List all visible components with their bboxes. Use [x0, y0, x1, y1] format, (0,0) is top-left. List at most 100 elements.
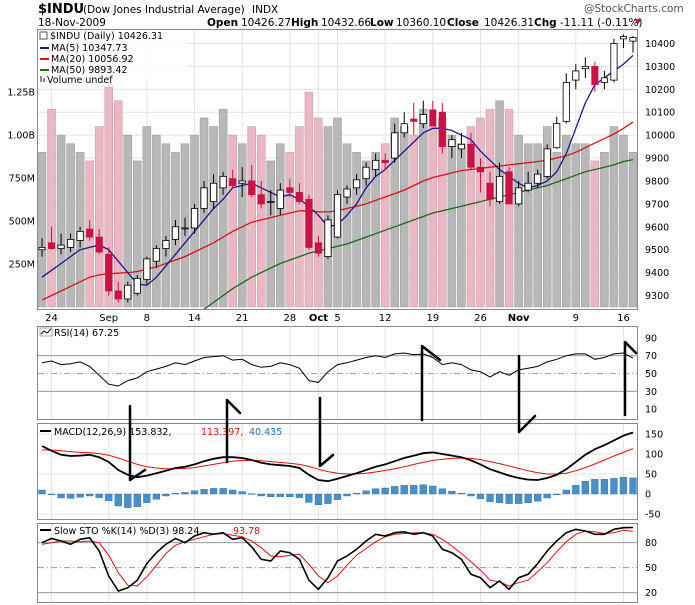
macd-histogram-bar [362, 490, 370, 495]
macd-histogram-bar [457, 493, 466, 495]
macd-histogram-bar [410, 485, 418, 495]
volume-bar [419, 109, 428, 308]
macd-histogram-bar [505, 493, 513, 504]
macd-histogram-bar [143, 493, 151, 504]
macd-histogram-bar [171, 493, 180, 495]
volume-bar [228, 134, 237, 308]
macd-histogram-bar [162, 493, 170, 497]
rsi-icon [40, 328, 52, 335]
sto-k-line [41, 526, 634, 592]
volume-bar [533, 143, 542, 308]
macd-histogram-bar [105, 493, 113, 502]
macd-histogram-bar [534, 493, 542, 502]
macd-signal-line [42, 448, 634, 475]
macd-histogram-bar [495, 493, 504, 504]
volume-bar [619, 134, 628, 308]
candlesticks [38, 34, 637, 303]
candle-up [343, 188, 351, 198]
price-tick: 10100 [645, 108, 675, 119]
volume-bar [628, 152, 638, 308]
candle-up [200, 187, 208, 209]
volume-bar [266, 160, 276, 308]
macd-histogram-bar [248, 493, 256, 495]
candle-up [600, 77, 608, 83]
candle-up [324, 219, 332, 257]
candle-down [410, 118, 418, 122]
candle-up [38, 247, 46, 251]
macd-histogram-bar [86, 493, 94, 497]
sto-tick: 20 [645, 588, 657, 599]
annotation-arrow-up [420, 344, 442, 422]
sto-tick: 50 [645, 563, 657, 574]
volume-bar [361, 160, 371, 308]
volume-tick: 1.00B [7, 131, 35, 142]
macd-histogram-bar [448, 491, 456, 495]
candle-up [267, 201, 275, 203]
candle-up [238, 180, 246, 184]
macd-histogram-bar [267, 493, 275, 497]
candle-up [276, 189, 284, 209]
x-axis-label: 14 [188, 313, 201, 324]
rsi-line [41, 352, 634, 387]
candle-up [372, 159, 380, 170]
candle-down [86, 228, 94, 238]
macd-histogram-bar [219, 488, 227, 495]
macd-histogram-bar [600, 479, 609, 495]
candle-up [419, 114, 427, 125]
volume-bar [94, 126, 104, 308]
candle-down [486, 182, 494, 200]
volume-bar [476, 117, 485, 308]
candle-up [219, 175, 227, 189]
macd-histogram-bar [209, 488, 218, 495]
macd-histogram-bar [190, 490, 199, 495]
x-axis-label: Oct [309, 313, 328, 324]
candle-down [467, 143, 475, 168]
price-tick: 9600 [645, 222, 669, 233]
macd-histogram-bar [381, 487, 389, 495]
volume-bar [152, 134, 161, 308]
candle-up [152, 248, 160, 262]
volume-bar [523, 143, 533, 308]
volume-bar [161, 143, 171, 308]
annotation-arrow-up [623, 340, 638, 417]
volume-bar [295, 126, 304, 308]
candle-down [286, 187, 294, 193]
quote-date: 18-Nov-2009 [38, 17, 106, 29]
volume-bar [571, 143, 581, 308]
macd-histogram-bar [333, 493, 342, 500]
legend-ma20: MA(20) 10056.92 [51, 54, 134, 65]
volume-tick: 250M [9, 260, 35, 271]
volume-bar [390, 117, 399, 308]
macd-histogram-bar [314, 493, 323, 506]
candle-down [381, 159, 389, 164]
candle-up [457, 143, 465, 150]
rsi-legend: RSI(14) 67.25 [39, 327, 119, 339]
high-label: High [291, 17, 318, 29]
candle-down [591, 65, 599, 86]
x-axis-label: Nov [508, 313, 530, 324]
annotation-arrow-down [128, 404, 147, 482]
ma50-line [203, 158, 634, 310]
candle-down [47, 242, 56, 249]
macd-tick: 0 [645, 490, 651, 501]
macd-histogram-bar [343, 493, 351, 497]
candle-up [181, 227, 189, 230]
macd-histogram-bar [467, 493, 475, 497]
volume-bar [104, 86, 113, 308]
symbol-title: $INDU [38, 2, 84, 17]
rsi-tick: 10 [645, 405, 657, 416]
macd-histogram-bar [38, 489, 46, 495]
price-tick: 10200 [645, 85, 675, 96]
rsi-label: RSI(14) 67.25 [54, 328, 119, 339]
x-axis-label: 16 [617, 313, 630, 324]
macd-tick: 100 [645, 450, 663, 461]
volume-bar [66, 143, 75, 308]
macd-legend: MACD(12,26,9) 153.832, 113.397, 40.435 [40, 427, 282, 438]
macd-histogram-bar [524, 493, 532, 504]
macd-histogram-bar [57, 493, 65, 499]
watermark: @StockCharts.com [584, 3, 684, 15]
macd-histogram-bar [429, 485, 437, 495]
candle-up [362, 166, 370, 180]
macd-histogram-bar [476, 493, 485, 500]
open-label: Open [207, 17, 238, 29]
